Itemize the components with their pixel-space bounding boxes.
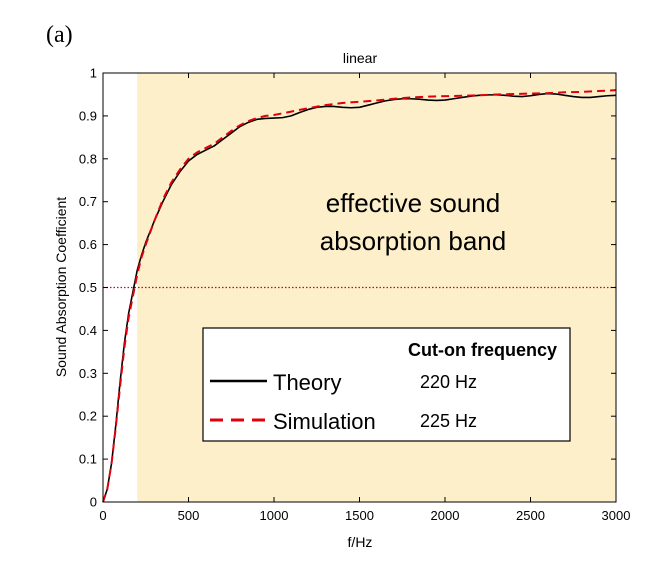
x-axis-label: f/Hz xyxy=(348,534,373,550)
y-tick-label: 0.6 xyxy=(79,237,97,252)
x-tick-label: 3000 xyxy=(602,508,631,523)
series-line-simulation xyxy=(102,89,617,503)
annotation-line-1: effective sound xyxy=(326,188,500,218)
legend: Cut-on frequency Theory 220 Hz Simulatio… xyxy=(202,327,571,442)
series-layer xyxy=(102,89,617,503)
y-tick-label: 0.4 xyxy=(79,323,97,338)
legend-title: Cut-on frequency xyxy=(408,340,557,360)
legend-label-theory: Theory xyxy=(273,370,341,395)
y-tick-label: 0.7 xyxy=(79,194,97,209)
x-tick-label: 2000 xyxy=(431,508,460,523)
annotation-line-2: absorption band xyxy=(320,226,506,256)
x-axis: 0 500 1000 1500 2000 2500 3000 xyxy=(99,73,630,523)
y-tick-label: 0.5 xyxy=(79,280,97,295)
legend-box xyxy=(202,327,571,442)
y-tick-label: 0.2 xyxy=(79,409,97,424)
y-tick-label: 0.8 xyxy=(79,151,97,166)
panel-label: (a) xyxy=(46,22,73,48)
legend-label-simulation: Simulation xyxy=(273,409,376,434)
legend-cutoff-theory: 220 Hz xyxy=(420,372,477,392)
y-tick-label: 0.1 xyxy=(79,452,97,467)
chart-title: linear xyxy=(343,50,378,66)
x-tick-label: 500 xyxy=(178,508,200,523)
x-tick-label: 1500 xyxy=(345,508,374,523)
series-line-theory xyxy=(102,92,617,503)
y-tick-label: 1 xyxy=(90,66,97,81)
y-axis-label: Sound Absorption Coefficient xyxy=(53,197,69,377)
x-tick-label: 1000 xyxy=(260,508,289,523)
y-tick-label: 0 xyxy=(90,495,97,510)
y-axis: 0 0.1 0.2 0.3 0.4 0.5 0.6 0.7 0.8 0.9 1 xyxy=(79,66,616,510)
x-tick-label: 2500 xyxy=(516,508,545,523)
y-tick-label: 0.3 xyxy=(79,366,97,381)
y-tick-label: 0.9 xyxy=(79,108,97,123)
x-tick-label: 0 xyxy=(99,508,106,523)
legend-cutoff-simulation: 225 Hz xyxy=(420,411,477,431)
